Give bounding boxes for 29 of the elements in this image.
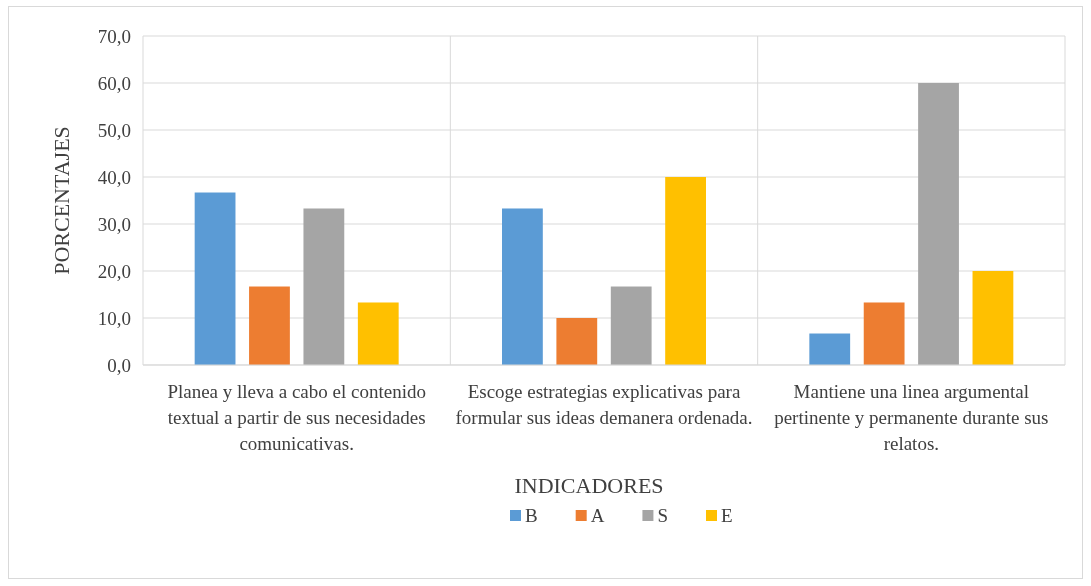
y-tick-label: 30,0 [97, 213, 131, 235]
bar [303, 208, 345, 365]
y-tick-label: 50,0 [97, 119, 131, 141]
bar [918, 83, 959, 365]
bar [249, 286, 290, 365]
legend-label: A [590, 505, 605, 526]
bar [194, 192, 236, 365]
y-tick-label: 70,0 [97, 25, 131, 47]
legend-label: E [721, 505, 733, 526]
x-tick-label: Mantiene una linea argumental pertinente y permanente durante sus relatos. [774, 381, 1049, 454]
x-tick-label: Escoge estrategias explicativas para formular sus ideas demanera ordenada. [455, 381, 753, 428]
bar [357, 302, 399, 365]
legend-label: B [525, 505, 538, 526]
y-axis-title: PORCENTAJES [49, 126, 74, 275]
y-tick-label: 20,0 [97, 260, 131, 282]
bar [665, 177, 706, 365]
y-tick-label: 40,0 [97, 166, 131, 188]
x-axis-title: INDICADORES [514, 473, 664, 498]
y-tick-label: 10,0 [97, 307, 131, 329]
bar [972, 271, 1014, 365]
legend-label: S [657, 505, 668, 526]
bar [610, 286, 652, 365]
bar [809, 333, 851, 365]
bar [502, 208, 543, 365]
x-tick-label: Planea y lleva a cabo el contenido textual a partir de sus necesidades comunicativas. [167, 381, 426, 454]
y-tick-label: 60,0 [97, 72, 131, 94]
bar [556, 318, 598, 365]
bar [863, 302, 905, 365]
y-tick-label: 0,0 [107, 354, 131, 376]
